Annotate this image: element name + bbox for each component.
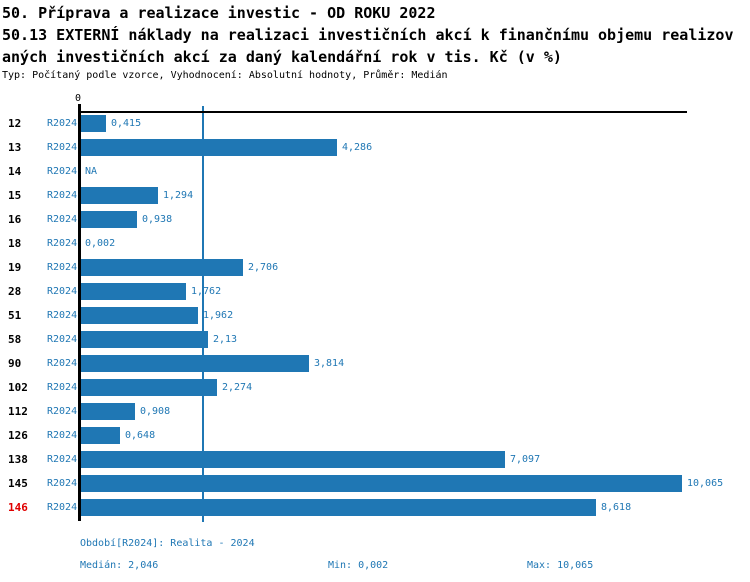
footer-period-info: Období[R2024]: Realita - 2024 xyxy=(80,538,255,549)
row-category-label: 16 xyxy=(8,213,22,226)
row-category-label: 14 xyxy=(8,165,22,178)
row-category-label: 19 xyxy=(8,261,22,274)
bar xyxy=(81,115,106,132)
row-period-label: R2024 xyxy=(47,406,78,417)
row-category-label: 90 xyxy=(8,357,22,370)
bar xyxy=(81,403,135,420)
bar xyxy=(81,307,198,324)
bar xyxy=(81,499,596,516)
bar-value-label: NA xyxy=(85,166,98,177)
row-period-label: R2024 xyxy=(47,166,78,177)
row-category-label: 126 xyxy=(8,429,28,442)
row-category-label: 146 xyxy=(8,501,28,514)
row-period-label: R2024 xyxy=(47,454,78,465)
chart-subtitle: Typ: Počítaný podle vzorce, Vyhodnocení:… xyxy=(2,70,448,81)
bar xyxy=(81,187,158,204)
bar-value-label: 7,097 xyxy=(510,454,541,465)
bar xyxy=(81,427,120,444)
row-category-label: 18 xyxy=(8,237,22,250)
x-axis-line xyxy=(78,111,687,113)
row-period-label: R2024 xyxy=(47,430,78,441)
row-category-label: 102 xyxy=(8,381,28,394)
row-category-label: 138 xyxy=(8,453,28,466)
bar-value-label: 0,938 xyxy=(142,214,173,225)
bar-value-label: 0,908 xyxy=(140,406,171,417)
bar-value-label: 1,962 xyxy=(203,310,234,321)
row-period-label: R2024 xyxy=(47,310,78,321)
bar xyxy=(81,475,682,492)
bar-value-label: 2,706 xyxy=(248,262,279,273)
median-reference-line xyxy=(202,106,204,522)
bar xyxy=(81,355,309,372)
bar-value-label: 1,294 xyxy=(163,190,194,201)
footer-max-stat: Max: 10,065 xyxy=(527,560,594,571)
row-category-label: 112 xyxy=(8,405,28,418)
row-category-label: 51 xyxy=(8,309,22,322)
bar xyxy=(81,283,186,300)
footer-min-stat: Min: 0,002 xyxy=(328,560,389,571)
bar xyxy=(81,379,217,396)
bar-value-label: 2,13 xyxy=(213,334,238,345)
row-period-label: R2024 xyxy=(47,502,78,513)
chart-title-line1: 50. Příprava a realizace investic - OD R… xyxy=(2,4,436,22)
bar xyxy=(81,259,243,276)
bar-value-label: 8,618 xyxy=(601,502,632,513)
row-period-label: R2024 xyxy=(47,214,78,225)
row-period-label: R2024 xyxy=(47,118,78,129)
footer-median-stat: Medián: 2,046 xyxy=(80,560,159,571)
row-period-label: R2024 xyxy=(47,334,78,345)
row-period-label: R2024 xyxy=(47,382,78,393)
row-period-label: R2024 xyxy=(47,142,78,153)
row-category-label: 13 xyxy=(8,141,22,154)
y-axis-line xyxy=(78,104,81,521)
x-axis-zero-tick-label: 0 xyxy=(75,93,82,104)
chart-title-line3: aných investičních akcí za daný kalendář… xyxy=(2,48,562,66)
chart-title-line2: 50.13 EXTERNÍ náklady na realizaci inves… xyxy=(2,26,734,44)
row-period-label: R2024 xyxy=(47,358,78,369)
row-category-label: 145 xyxy=(8,477,28,490)
bar xyxy=(81,139,337,156)
bar-value-label: 0,415 xyxy=(111,118,142,129)
row-period-label: R2024 xyxy=(47,190,78,201)
row-category-label: 28 xyxy=(8,285,22,298)
bar xyxy=(81,211,137,228)
row-category-label: 15 xyxy=(8,189,22,202)
row-period-label: R2024 xyxy=(47,478,78,489)
bar xyxy=(81,331,208,348)
row-category-label: 12 xyxy=(8,117,22,130)
bar-value-label: 0,002 xyxy=(85,238,116,249)
bar-value-label: 3,814 xyxy=(314,358,345,369)
bar-value-label: 1,762 xyxy=(191,286,222,297)
row-period-label: R2024 xyxy=(47,286,78,297)
bar xyxy=(81,451,505,468)
bar-value-label: 2,274 xyxy=(222,382,253,393)
row-category-label: 58 xyxy=(8,333,22,346)
row-period-label: R2024 xyxy=(47,238,78,249)
row-period-label: R2024 xyxy=(47,262,78,273)
bar-value-label: 0,648 xyxy=(125,430,156,441)
bar-value-label: 10,065 xyxy=(687,478,724,489)
bar-value-label: 4,286 xyxy=(342,142,373,153)
